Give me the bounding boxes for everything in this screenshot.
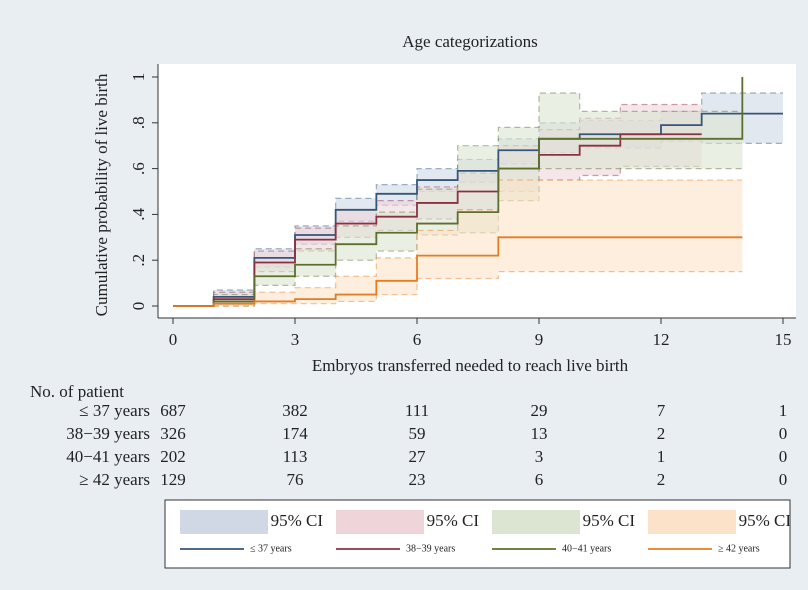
x-tick-label: 3 (291, 330, 300, 349)
x-tick-label: 15 (775, 330, 792, 349)
risk-count: 2 (657, 424, 666, 443)
step-line (173, 236, 743, 307)
legend-ci-swatch (648, 510, 736, 534)
risk-table-title: No. of patient (30, 382, 124, 401)
y-tick-label: 1 (129, 73, 148, 82)
step-line (173, 77, 744, 307)
legend-label: 38−39 years (406, 543, 455, 554)
legend-label: 40−41 years (562, 543, 611, 554)
step-line (173, 112, 783, 307)
legend-ci-label: 95% CI (739, 511, 792, 530)
risk-count: 6 (535, 470, 544, 489)
x-tick-label: 6 (413, 330, 422, 349)
risk-count: 111 (405, 401, 429, 420)
risk-count: 59 (409, 424, 426, 443)
risk-count: 0 (779, 470, 788, 489)
risk-count: 1 (779, 401, 788, 420)
risk-count: 202 (160, 447, 186, 466)
risk-count: 2 (657, 470, 666, 489)
risk-row-label: ≤ 37 years (79, 401, 150, 420)
legend-label: ≤ 37 years (250, 543, 292, 554)
x-tick-label: 12 (653, 330, 670, 349)
legend-ci-label: 95% CI (583, 511, 636, 530)
risk-count: 326 (160, 424, 186, 443)
risk-row-label: 38−39 years (66, 424, 150, 443)
legend-ci-label: 95% CI (271, 511, 324, 530)
chart-title: Age categorizations (402, 32, 537, 51)
risk-row-label: ≥ 42 years (79, 470, 150, 489)
risk-count: 29 (531, 401, 548, 420)
x-tick-label: 9 (535, 330, 544, 349)
y-tick-label: .2 (129, 254, 148, 267)
step-line (173, 133, 702, 307)
x-axis-label: Embryos transferred needed to reach live… (312, 356, 629, 375)
risk-count: 13 (531, 424, 548, 443)
x-tick-label: 0 (169, 330, 178, 349)
risk-count: 129 (160, 470, 186, 489)
legend-label: ≥ 42 years (718, 543, 760, 554)
y-tick-label: .4 (129, 208, 148, 221)
legend-ci-swatch (180, 510, 268, 534)
risk-count: 0 (779, 424, 788, 443)
risk-count: 23 (409, 470, 426, 489)
risk-count: 687 (160, 401, 186, 420)
legend-ci-swatch (336, 510, 424, 534)
risk-count: 3 (535, 447, 544, 466)
ci-lower (173, 271, 743, 307)
risk-count: 0 (779, 447, 788, 466)
legend-ci-label: 95% CI (427, 511, 480, 530)
risk-count: 76 (287, 470, 304, 489)
ci-band (173, 180, 743, 306)
y-tick-label: .8 (129, 116, 148, 129)
risk-count: 27 (409, 447, 427, 466)
risk-count: 382 (282, 401, 308, 420)
risk-count: 113 (283, 447, 308, 466)
risk-count: 7 (657, 401, 666, 420)
risk-count: 1 (657, 447, 666, 466)
y-tick-label: 0 (129, 302, 148, 311)
risk-row-label: 40−41 years (66, 447, 150, 466)
y-tick-label: .6 (129, 162, 148, 175)
legend-ci-swatch (492, 510, 580, 534)
risk-count: 174 (282, 424, 308, 443)
y-axis-label: Cumulative probability of live birth (92, 73, 111, 316)
